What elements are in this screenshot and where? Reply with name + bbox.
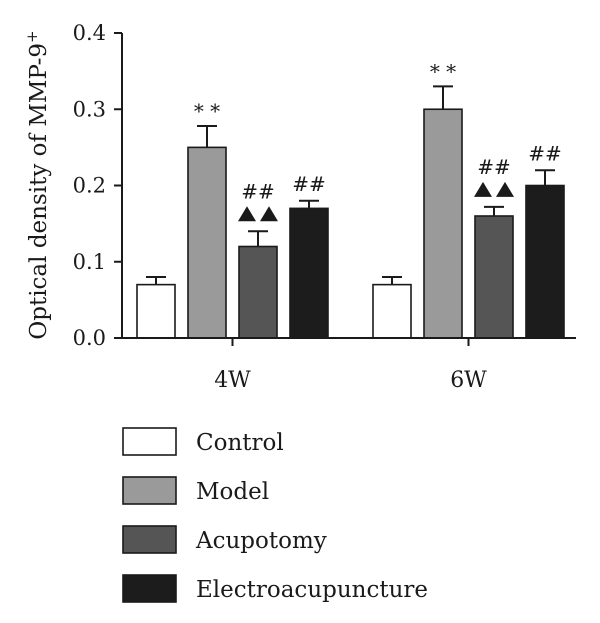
bar-control [136, 283, 176, 339]
legend-label: Electroacupuncture [196, 577, 428, 603]
bar-control [372, 283, 412, 339]
y-tick-label: 0.1 [73, 250, 106, 274]
y-axis-label: Optical density of MMP-9+ [23, 30, 52, 339]
bar-model [423, 108, 463, 339]
bars: * * ## ## * * ## ## [136, 59, 565, 339]
bar-acupotomy [474, 215, 514, 339]
legend: Control Model Acupotomy Electroacupuncture [122, 427, 428, 603]
significance-label: ## [241, 179, 275, 203]
legend-swatch [122, 525, 177, 554]
legend-label: Model [196, 479, 269, 505]
y-tick-label: 0.2 [73, 174, 106, 198]
bar-model [187, 146, 227, 339]
legend-swatch [122, 427, 177, 456]
y-tick-label: 0.4 [73, 21, 106, 45]
y-axis-label-superscript: + [23, 30, 41, 43]
significance-triangle [474, 181, 492, 197]
legend-label: Control [196, 430, 284, 456]
significance-triangle [260, 206, 278, 222]
y-axis: 0.0 0.1 0.2 0.3 0.4 [73, 21, 123, 350]
legend-swatch [122, 476, 177, 505]
significance-triangle [238, 206, 256, 222]
significance-label: ## [477, 155, 511, 179]
x-tick-label: 4W [214, 368, 251, 393]
bar-electroacupuncture [289, 207, 329, 339]
significance-label: ## [292, 172, 326, 196]
significance-label: * * [194, 99, 220, 123]
legend-label: Acupotomy [195, 528, 327, 554]
significance-label: * * [430, 59, 456, 83]
y-tick-label: 0.0 [73, 326, 106, 350]
y-tick-label: 0.3 [73, 97, 106, 121]
significance-triangle [496, 181, 514, 197]
significance-label: ## [528, 141, 562, 165]
x-tick-label: 6W [450, 368, 487, 393]
x-axis: 4W 6W [122, 337, 576, 393]
legend-swatch [122, 574, 177, 603]
y-axis-label-text: Optical density of MMP-9 [26, 43, 52, 340]
bar-electroacupuncture [525, 184, 565, 339]
bar-acupotomy [238, 245, 278, 339]
